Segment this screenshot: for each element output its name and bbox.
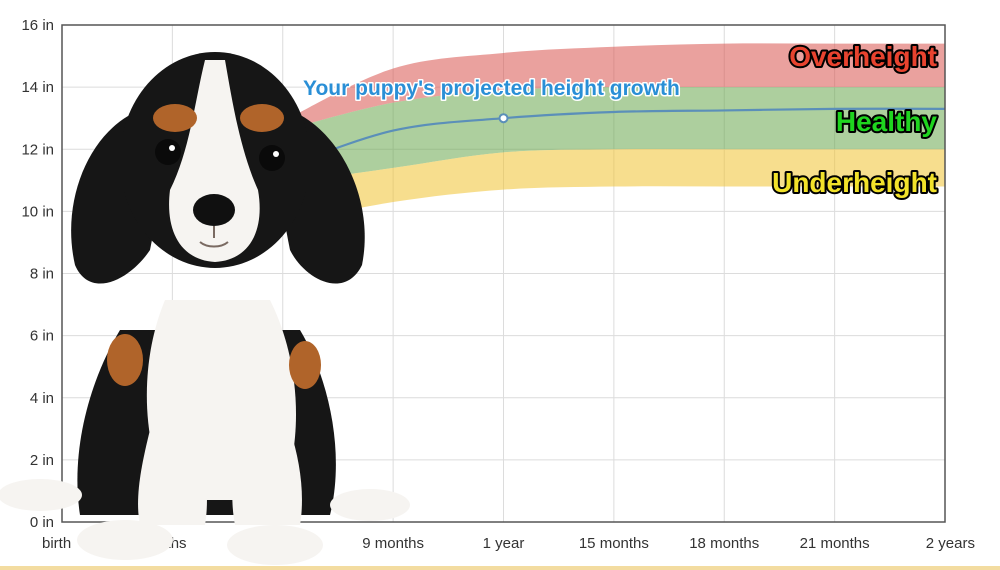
series-marker	[498, 113, 509, 124]
y-tick-label: 16 in	[21, 17, 54, 34]
puppy-tan-patch	[289, 341, 321, 389]
y-tick-label: 12 in	[21, 141, 54, 158]
band-layer	[282, 43, 945, 224]
series-projected-height	[282, 107, 946, 169]
puppy-nose	[193, 194, 235, 226]
puppy-front-leg	[232, 430, 302, 525]
y-tick-label: 8 in	[30, 266, 54, 283]
band-overheight	[282, 43, 945, 131]
band-label-underheight: Underheight	[772, 167, 937, 198]
puppy-brow	[153, 104, 197, 132]
puppy-back-paw	[330, 489, 410, 521]
puppy-paw	[77, 520, 173, 560]
footer-bar	[0, 566, 1000, 570]
puppy-illustration	[0, 52, 410, 565]
puppy-eye	[155, 139, 181, 165]
puppy-paw	[227, 525, 323, 565]
y-tick-label: 2 in	[30, 452, 54, 469]
band-label-healthy: Healthy	[836, 106, 938, 137]
y-tick-label: 0 in	[30, 514, 54, 531]
puppy-eye	[259, 145, 285, 171]
x-tick-label: 2 years	[926, 535, 975, 552]
y-tick-label: 6 in	[30, 328, 54, 345]
series-layer	[282, 107, 946, 169]
x-tick-label: birth	[42, 535, 71, 552]
puppy-blaze	[169, 60, 260, 262]
puppy-back-paw	[0, 479, 82, 511]
y-tick-label: 10 in	[21, 203, 54, 220]
band-label-overheight: Overheight	[789, 41, 937, 72]
x-tick-label: 21 months	[800, 535, 870, 552]
chart-annotation: Your puppy's projected height growth	[303, 77, 680, 100]
x-tick-label: 15 months	[579, 535, 649, 552]
y-tick-label: 14 in	[21, 79, 54, 96]
puppy-mouth	[199, 226, 229, 248]
axis-frame	[61, 24, 946, 523]
puppy-brow	[240, 104, 284, 132]
x-tick-label: 9 months	[362, 535, 424, 552]
axis-layer: 0 in 2 in 4 in 6 in 8 in 10 in 12 in 14 in 16 in…	[21, 17, 975, 552]
puppy-front-leg	[138, 430, 207, 525]
x-tick-label: 1 year	[483, 535, 525, 552]
puppy-eye-glint	[169, 145, 175, 151]
y-tick-label: 4 in	[30, 390, 54, 407]
puppy-tan-patch	[107, 334, 143, 386]
band-underheight	[282, 149, 945, 224]
band-healthy	[282, 86, 945, 184]
label-layer: Overheight Healthy Underheight Your puppy's…	[302, 39, 940, 200]
puppy-eye-glint	[273, 151, 279, 157]
x-tick-label: 18 months	[689, 535, 759, 552]
